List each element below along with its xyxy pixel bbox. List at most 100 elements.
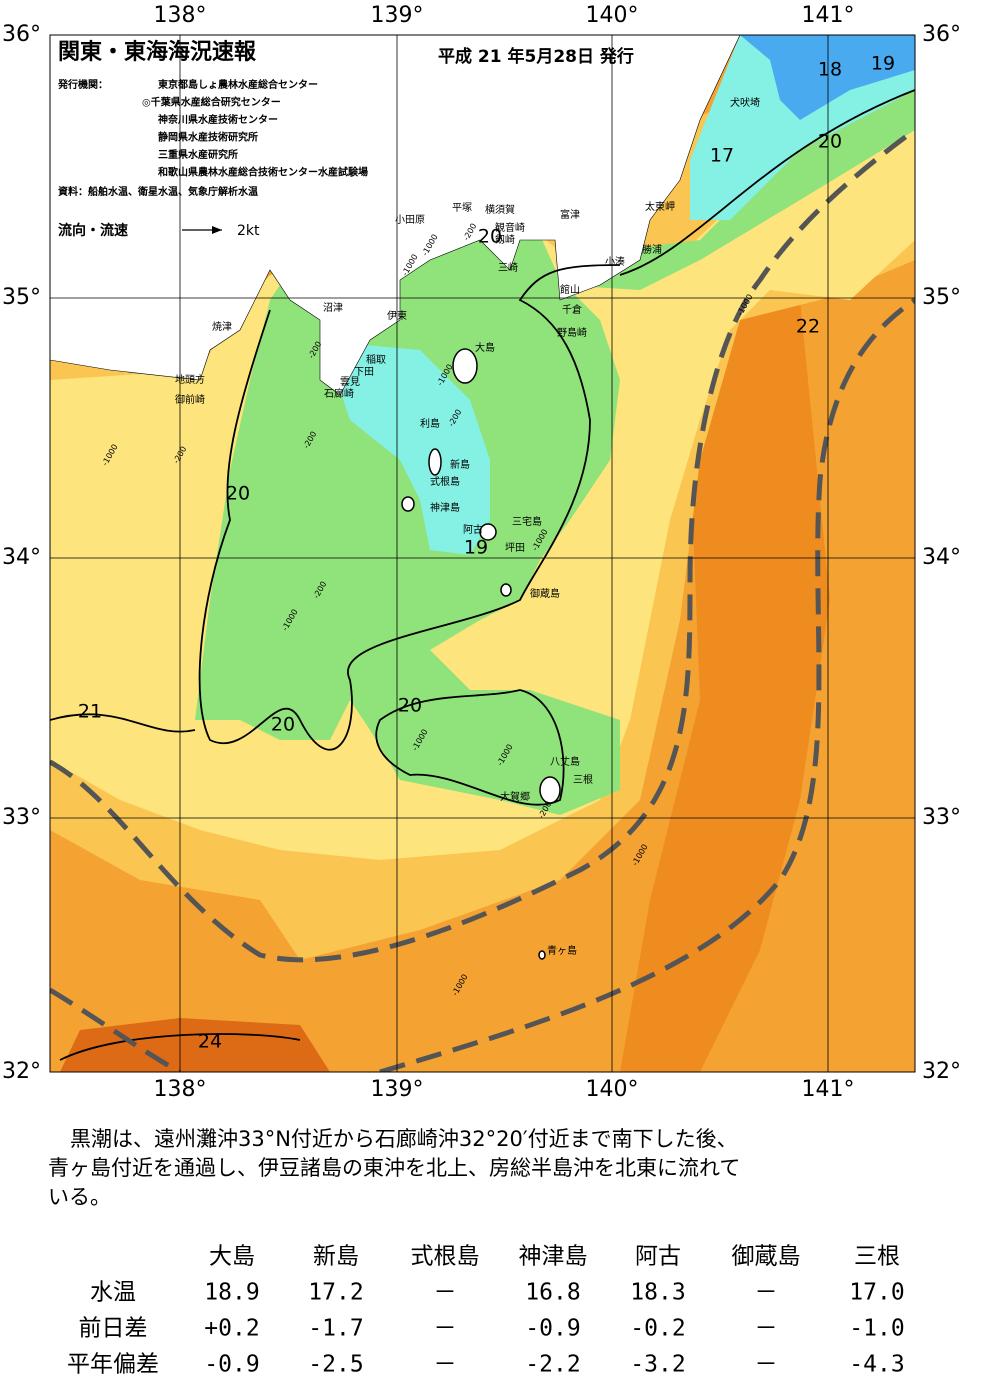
place-name: 千倉 <box>562 303 582 316</box>
isotherm-label: 22 <box>796 316 820 338</box>
table-cell: -0.2 <box>630 1316 685 1342</box>
place-name: 太東岬 <box>645 200 675 213</box>
place-name: 大島 <box>475 341 495 354</box>
table-cell: -2.2 <box>525 1352 580 1378</box>
place-name: 小湊 <box>605 255 625 268</box>
lat-label: 32° <box>2 1059 41 1084</box>
lon-label: 138° <box>154 3 207 28</box>
place-name: 神津島 <box>430 501 460 514</box>
island <box>539 776 561 804</box>
data-source: 資料：船舶水温、衛星水温、気象庁解析水温 <box>58 185 258 198</box>
table-cell: － <box>755 1316 778 1342</box>
lat-label: 35° <box>922 285 961 310</box>
lon-label: 140° <box>586 3 639 28</box>
table-header: 三根 <box>854 1244 900 1270</box>
place-name: 伊東 <box>387 309 407 322</box>
table-header: 神津島 <box>519 1244 588 1270</box>
agency: 神奈川県水産技術センター <box>158 113 278 126</box>
row-label: 平年偏差 <box>67 1352 159 1378</box>
lat-label: 33° <box>922 805 961 830</box>
isotherm-label: 20 <box>398 695 422 717</box>
agency: 三重県水産研究所 <box>158 148 238 161</box>
table-cell: +0.2 <box>204 1316 259 1342</box>
place-name: 館山 <box>560 283 580 296</box>
place-name: 三崎 <box>498 261 518 274</box>
agency: ◎千葉県水産総合研究センター <box>142 96 281 109</box>
table-cell: -1.0 <box>849 1316 904 1342</box>
table-cell: -1.7 <box>308 1316 363 1342</box>
isotherm-label: 21 <box>78 701 102 723</box>
place-name: 野島崎 <box>557 326 587 339</box>
table-header: 阿古 <box>635 1244 681 1270</box>
lon-label: 139° <box>371 3 424 28</box>
lat-label: 35° <box>2 285 41 310</box>
place-name: 三根 <box>573 773 593 786</box>
place-name: 富津 <box>560 208 580 221</box>
description-line: 青ヶ島付近を通過し、伊豆諸島の東沖を北上、房総半島沖を北東に流れて <box>48 1156 740 1180</box>
legend-label: 流向・流速 <box>58 222 128 239</box>
place-name: 利島 <box>420 417 440 430</box>
island <box>428 448 442 476</box>
description-line: いる。 <box>48 1185 111 1209</box>
kuroshio-line <box>50 127 915 963</box>
map-area <box>50 35 915 1072</box>
warm-core <box>620 300 830 1072</box>
isotherm <box>59 1033 301 1061</box>
lon-label: 140° <box>586 1077 639 1102</box>
place-name: 青ヶ島 <box>547 944 577 957</box>
place-name: 雲見 <box>340 376 360 388</box>
table-cell: － <box>434 1316 457 1342</box>
isotherm-label: 24 <box>198 1031 222 1053</box>
island <box>538 950 546 960</box>
cool-water <box>560 90 915 290</box>
isotherm <box>619 89 915 276</box>
table-cell: － <box>755 1352 778 1378</box>
legend-scale: 2kt <box>237 223 260 239</box>
row-label: 水温 <box>90 1280 136 1306</box>
table-header: 大島 <box>209 1244 255 1270</box>
place-name: 小田原 <box>395 214 425 226</box>
agency: 和歌山県農林水産総合技術センター水産試験場 <box>157 166 368 179</box>
island <box>500 583 512 597</box>
place-name: 下田 <box>354 367 374 378</box>
place-name: 大賀郷 <box>500 790 530 803</box>
agencies-label: 発行機関： <box>57 78 108 91</box>
kuroshio-line <box>50 987 182 1072</box>
lon-label: 141° <box>802 1077 855 1102</box>
graticule <box>50 35 915 1072</box>
kuroshio-line <box>379 297 915 1072</box>
lat-label: 34° <box>922 545 961 570</box>
table-cell: -4.3 <box>849 1352 904 1378</box>
isotherm-label: 17 <box>710 145 734 167</box>
place-name: 新島 <box>450 458 470 471</box>
table-cell: 16.8 <box>525 1280 580 1306</box>
lat-label: 34° <box>2 545 41 570</box>
islands <box>401 348 561 960</box>
coldest-water <box>740 35 915 120</box>
place-name: 三宅島 <box>512 515 542 528</box>
place-name: 御前崎 <box>175 393 205 406</box>
place-name: 焼津 <box>212 321 232 333</box>
table-cell: － <box>755 1280 778 1306</box>
lat-label: 36° <box>922 22 961 47</box>
table-header: 新島 <box>313 1244 359 1270</box>
place-name: 御蔵島 <box>530 587 560 600</box>
place-name: 沼津 <box>323 301 343 314</box>
table-cell: -2.5 <box>308 1352 363 1378</box>
lat-label: 36° <box>2 22 41 47</box>
lon-label: 141° <box>802 3 855 28</box>
place-name: 石廊崎 <box>324 387 354 400</box>
isotherm-label: 20 <box>818 131 842 153</box>
place-name: 地頭方 <box>175 373 205 386</box>
land <box>50 35 741 396</box>
place-name: 阿古 <box>463 523 483 536</box>
table-header: 式根島 <box>411 1244 480 1270</box>
table-cell: － <box>434 1352 457 1378</box>
cool-water <box>195 230 620 815</box>
legend-arrowhead <box>212 226 222 234</box>
isotherm-label: 20 <box>478 226 502 248</box>
map-title: 関東・東海海況速報 <box>58 39 257 65</box>
place-name: 式根島 <box>430 475 460 488</box>
